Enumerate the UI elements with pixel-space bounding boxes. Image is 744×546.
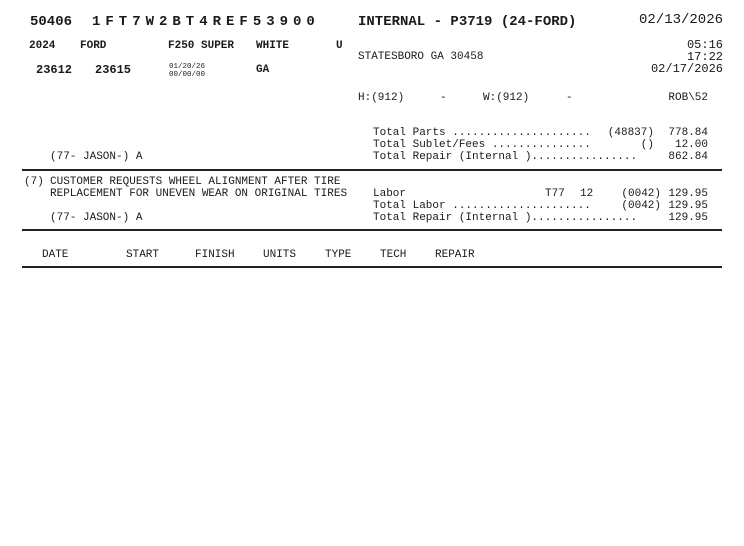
job-total-repair-amount: 129.95 [668, 212, 708, 224]
column-start: START [126, 249, 160, 261]
divider [22, 266, 722, 268]
column-type: TYPE [325, 249, 352, 261]
labor-code: (0042) [621, 188, 661, 200]
vehicle-year: 2024 [29, 40, 56, 52]
vehicle-model: F250 SUPER [168, 40, 235, 52]
time-2: 17:22 [686, 50, 723, 64]
date-1: 01/20/26 [169, 63, 206, 71]
customer-city: STATESBORO GA 30458 [358, 51, 484, 63]
total-labor-code: (0042) [621, 200, 661, 212]
job-number: (7) [24, 176, 44, 188]
total-labor-amount: 129.95 [668, 200, 708, 212]
labor-tech: T77 [545, 188, 565, 200]
time-1: 05:16 [686, 38, 723, 52]
divider [22, 229, 722, 231]
vin: 1FT7W2BT4REF53900 [92, 14, 320, 30]
home-phone: H:(912) [358, 92, 405, 104]
job-description-line-2: REPLACEMENT FOR UNEVEN WEAR ON ORIGINAL … [50, 188, 348, 200]
total-sublet-label: Total Sublet/Fees ............... [373, 139, 591, 151]
ro-number: 50406 [30, 14, 73, 30]
labor-label: Labor [373, 188, 407, 200]
total-repair-amount: 862.84 [668, 151, 708, 163]
summary-tech: (77- JASON-) A [50, 151, 143, 163]
column-date: DATE [42, 249, 69, 261]
job-tech: (77- JASON-) A [50, 212, 143, 224]
column-units: UNITS [263, 249, 297, 261]
vehicle-flag: U [336, 40, 343, 52]
vehicle-color: WHITE [256, 40, 290, 52]
home-phone-dash: - [440, 92, 447, 104]
total-parts-code: (48837) [607, 127, 654, 139]
open-date: 02/13/2026 [638, 12, 723, 28]
labor-amount: 129.95 [668, 188, 708, 200]
total-repair-label: Total Repair (Internal )................ [373, 151, 638, 163]
ro-title: INTERNAL - P3719 (24-FORD) [358, 14, 577, 30]
total-parts-amount: 778.84 [668, 127, 708, 139]
column-finish: FINISH [195, 249, 235, 261]
column-repair: REPAIR [435, 249, 475, 261]
divider [22, 169, 722, 171]
work-phone: W:(912) [483, 92, 530, 104]
total-sublet-code: () [640, 139, 654, 151]
work-phone-dash: - [566, 92, 573, 104]
mileage-in: 23612 [36, 63, 73, 77]
total-sublet-amount: 12.00 [674, 139, 708, 151]
total-parts-label: Total Parts ..................... [373, 127, 591, 139]
labor-hours: 12 [580, 188, 594, 200]
date-2: 00/00/00 [169, 71, 206, 79]
vehicle-state: GA [256, 64, 270, 76]
vehicle-make: FORD [80, 40, 107, 52]
job-description-line-1: CUSTOMER REQUESTS WHEEL ALIGNMENT AFTER … [50, 176, 341, 188]
mileage-out: 23615 [95, 63, 132, 77]
column-tech: TECH [380, 249, 407, 261]
job-total-repair-label: Total Repair (Internal )................ [373, 212, 638, 224]
total-labor-label: Total Labor ..................... [373, 200, 591, 212]
promised-date: 02/17/2026 [650, 62, 723, 76]
advisor: ROB\52 [668, 92, 708, 104]
